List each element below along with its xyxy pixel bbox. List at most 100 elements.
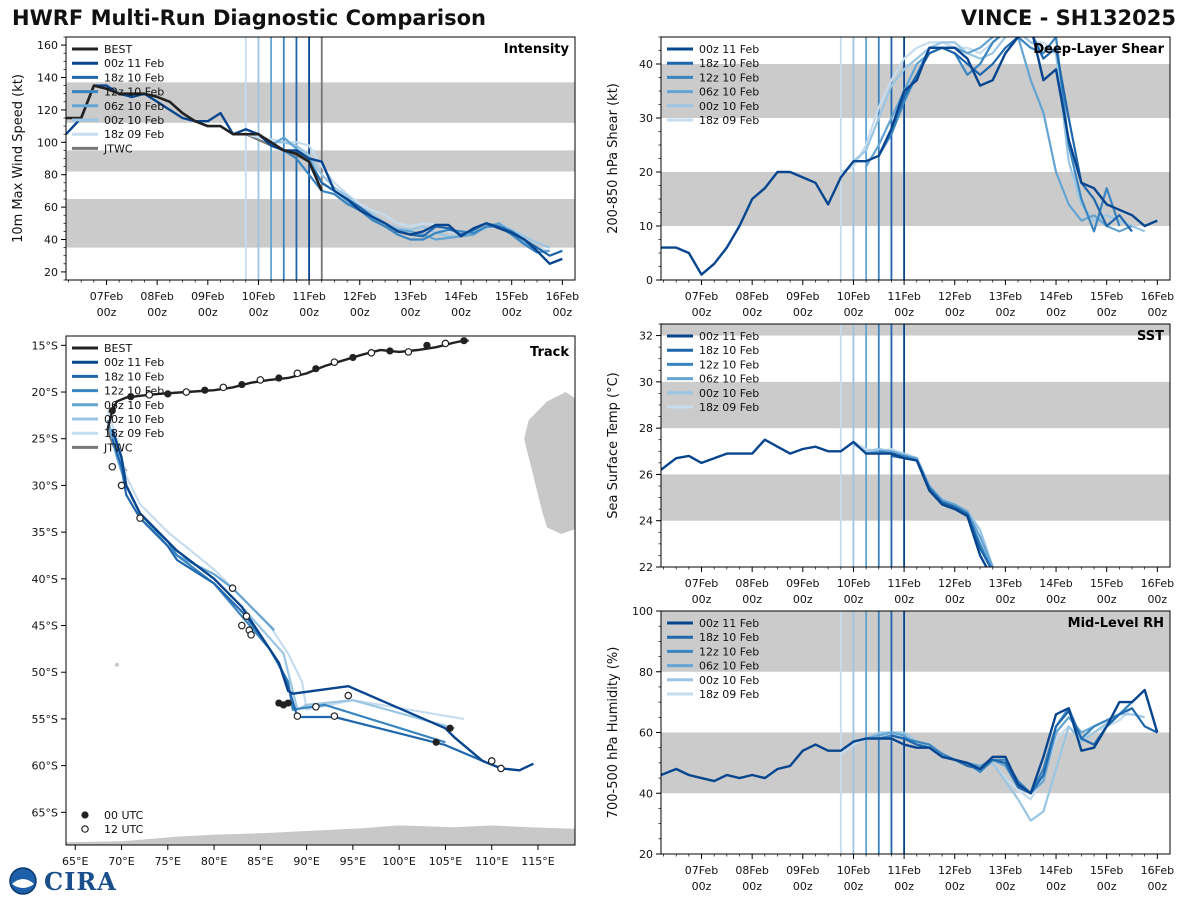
sst-xtick-hour: 00z bbox=[1097, 593, 1117, 606]
intensity-ytick-label: 20 bbox=[44, 266, 58, 279]
shear-xtick-hour: 00z bbox=[996, 306, 1016, 319]
sst-xtick-hour: 00z bbox=[1046, 593, 1066, 606]
best-track-00utc-point bbox=[460, 337, 468, 345]
best-track-12utc-point bbox=[404, 348, 413, 356]
shear-xtick-date: 16Feb bbox=[1141, 290, 1174, 303]
sst-xtick-date: 16Feb bbox=[1141, 577, 1174, 590]
sst-ytick-label: 24 bbox=[639, 515, 653, 528]
legend-label-jtwc: JTWC bbox=[103, 441, 133, 454]
rh-xtick-date: 09Feb bbox=[786, 864, 819, 877]
australia-landmass bbox=[524, 392, 575, 534]
marker-legend-12utc-symbol bbox=[81, 825, 89, 833]
track-ytick-label: 55°S bbox=[32, 713, 58, 726]
rh-band-1 bbox=[661, 611, 1170, 672]
track-line-run_18z09 bbox=[106, 410, 465, 720]
intensity-xtick-date: 14Feb bbox=[444, 290, 477, 303]
track-xtick-label: 85°E bbox=[247, 855, 273, 868]
shear-line-run_00z11 bbox=[661, 37, 1158, 276]
track-frame bbox=[65, 335, 576, 846]
intensity-xtick-date: 13Feb bbox=[394, 290, 427, 303]
legend-label-run_18z09: 18z 09 Feb bbox=[104, 427, 164, 440]
forecast-12utc-point bbox=[242, 612, 251, 620]
best-track-00utc-point bbox=[349, 353, 357, 362]
legend-label-run_18z10: 18z 10 Feb bbox=[699, 631, 759, 644]
shear-xtick-date: 12Feb bbox=[938, 290, 971, 303]
shear-series-group bbox=[661, 37, 1158, 276]
sst-line-run_00z11 bbox=[661, 438, 988, 567]
track-panel-title: Track bbox=[530, 345, 569, 360]
sst-xtick-hour: 00z bbox=[742, 593, 762, 606]
best-track-00utc-point bbox=[275, 374, 283, 382]
legend-label-run_00z10: 00z 10 Feb bbox=[104, 114, 164, 127]
rh-xtick-date: 15Feb bbox=[1090, 864, 1123, 877]
track-xtick-label: 70°E bbox=[108, 855, 134, 868]
legend-label-run_00z10: 00z 10 Feb bbox=[699, 100, 759, 113]
legend-label-jtwc: JTWC bbox=[103, 142, 133, 155]
intensity-ytick-label: 60 bbox=[44, 201, 58, 214]
best-track-00utc-point bbox=[164, 390, 172, 398]
track-line-run_00z11 bbox=[111, 429, 534, 772]
legend-label-run_18z10: 18z 10 Feb bbox=[104, 370, 164, 383]
track-xtick-label: 100°E bbox=[382, 855, 415, 868]
best-track-00utc-point bbox=[201, 386, 209, 394]
kerguelen-island bbox=[114, 662, 119, 667]
track-chart: 65°E 70°E 75°E 80°E 85°E 90°E 95°E 100°E 105°E 11… bbox=[32, 335, 576, 868]
intensity-line-best bbox=[66, 84, 323, 192]
intensity-ytick-label: 100 bbox=[37, 136, 58, 149]
track-line-run_18z10 bbox=[111, 438, 483, 762]
legend-label-run_00z10: 00z 10 Feb bbox=[699, 387, 759, 400]
intensity-ylabel: 10m Max Wind Speed (kt) bbox=[11, 74, 26, 243]
shear-ytick-label: 20 bbox=[639, 166, 653, 179]
rh-panel-title: Mid-Level RH bbox=[1068, 616, 1164, 631]
cira-logo: CIRA bbox=[6, 866, 117, 896]
best-track-12utc-point bbox=[367, 349, 376, 357]
shear-xtick-date: 10Feb bbox=[837, 290, 870, 303]
legend-label-run_00z11: 00z 11 Feb bbox=[104, 57, 164, 70]
intensity-xtick-hour: 00z bbox=[552, 306, 572, 319]
rh-xtick-date: 08Feb bbox=[735, 864, 768, 877]
track-xtick-label: 115°E bbox=[521, 855, 554, 868]
intensity-xtick-date: 12Feb bbox=[343, 290, 376, 303]
shear-xtick-hour: 00z bbox=[742, 306, 762, 319]
rh-ytick-label: 20 bbox=[639, 848, 653, 861]
forecast-12utc-point bbox=[247, 631, 255, 639]
shear-ytick-label: 0 bbox=[646, 274, 653, 287]
forecast-00utc-point bbox=[432, 738, 440, 746]
best-track-00utc-point bbox=[238, 380, 246, 389]
forecast-00utc-point bbox=[446, 724, 454, 732]
best-track-12utc-point bbox=[256, 376, 265, 384]
rh-xtick-date: 07Feb bbox=[685, 864, 718, 877]
track-xtick-label: 105°E bbox=[429, 855, 462, 868]
intensity-xtick-hour: 00z bbox=[502, 306, 522, 319]
sst-xtick-hour: 00z bbox=[996, 593, 1016, 606]
intensity-band-2 bbox=[66, 82, 575, 123]
best-track-12utc-point bbox=[182, 388, 191, 396]
sst-chart: 22 24 26 28 30 32 07Feb 00z 08Feb 00z 09Feb 00z 10Fe… bbox=[606, 323, 1174, 606]
intensity-panel-title: Intensity bbox=[504, 42, 570, 57]
shear-ytick-label: 30 bbox=[639, 112, 653, 125]
shear-panel-title: Deep-Layer Shear bbox=[1033, 42, 1164, 57]
sst-xtick-date: 15Feb bbox=[1090, 577, 1123, 590]
rh-xtick-hour: 00z bbox=[1097, 880, 1117, 893]
sst-ytick-label: 22 bbox=[639, 561, 653, 574]
legend-label-run_00z10: 00z 10 Feb bbox=[104, 413, 164, 426]
intensity-xtick-date: 09Feb bbox=[191, 290, 224, 303]
rh-xtick-hour: 00z bbox=[793, 880, 813, 893]
rh-ytick-label: 80 bbox=[639, 666, 653, 679]
shear-xtick-date: 07Feb bbox=[685, 290, 718, 303]
legend-label-run_00z11: 00z 11 Feb bbox=[699, 330, 759, 343]
intensity-xtick-hour: 00z bbox=[299, 306, 319, 319]
track-map-area bbox=[66, 337, 575, 845]
forecast-12utc-point bbox=[293, 712, 302, 720]
rh-line-run_00z10 bbox=[853, 713, 1145, 822]
legend-label-run_00z11: 00z 11 Feb bbox=[699, 617, 759, 630]
figure-title: HWRF Multi-Run Diagnostic Comparison bbox=[12, 6, 487, 30]
sst-xtick-hour: 00z bbox=[1147, 593, 1167, 606]
intensity-xtick-hour: 00z bbox=[451, 306, 471, 319]
best-track-12utc-point bbox=[219, 383, 228, 392]
rh-xtick-date: 13Feb bbox=[989, 864, 1022, 877]
sst-xtick-hour: 00z bbox=[894, 593, 914, 606]
rh-xtick-hour: 00z bbox=[1046, 880, 1066, 893]
legend-label-run_06z10: 06z 10 Feb bbox=[699, 660, 759, 673]
marker-legend-00utc-label: 00 UTC bbox=[104, 809, 144, 822]
